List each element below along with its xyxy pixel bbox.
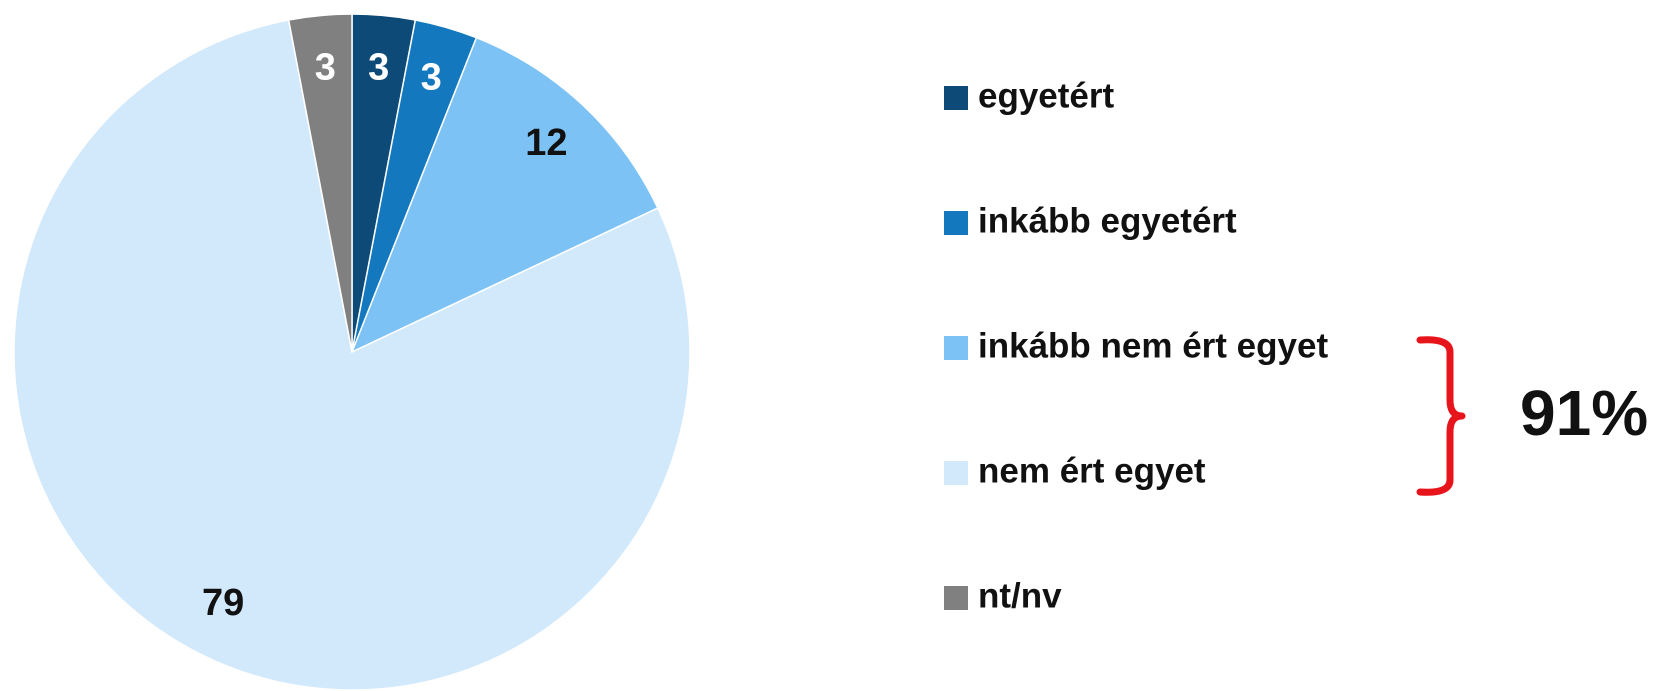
legend-swatch <box>944 461 968 485</box>
pie-slice <box>350 36 659 354</box>
annotation: 91% <box>1520 377 1648 449</box>
pie-slice <box>13 19 691 691</box>
legend-swatch <box>944 336 968 360</box>
legend-text: inkább egyetért <box>978 201 1237 240</box>
legend-text: inkább nem ért egyet <box>978 326 1328 365</box>
pie-slice <box>287 13 353 353</box>
value-label: 12 <box>525 122 567 164</box>
legend-text: nem ért egyet <box>978 451 1206 490</box>
value-label: 3 <box>368 46 389 88</box>
legend-text: nt/nv <box>978 576 1062 615</box>
legend-swatch <box>944 211 968 235</box>
brace <box>1416 336 1466 496</box>
legend-text: egyetért <box>978 76 1115 115</box>
legend-swatch <box>944 586 968 610</box>
value-label: 3 <box>421 56 442 98</box>
legend-swatch <box>944 86 968 110</box>
value-label: 79 <box>202 582 244 624</box>
value-label: 3 <box>315 46 336 88</box>
